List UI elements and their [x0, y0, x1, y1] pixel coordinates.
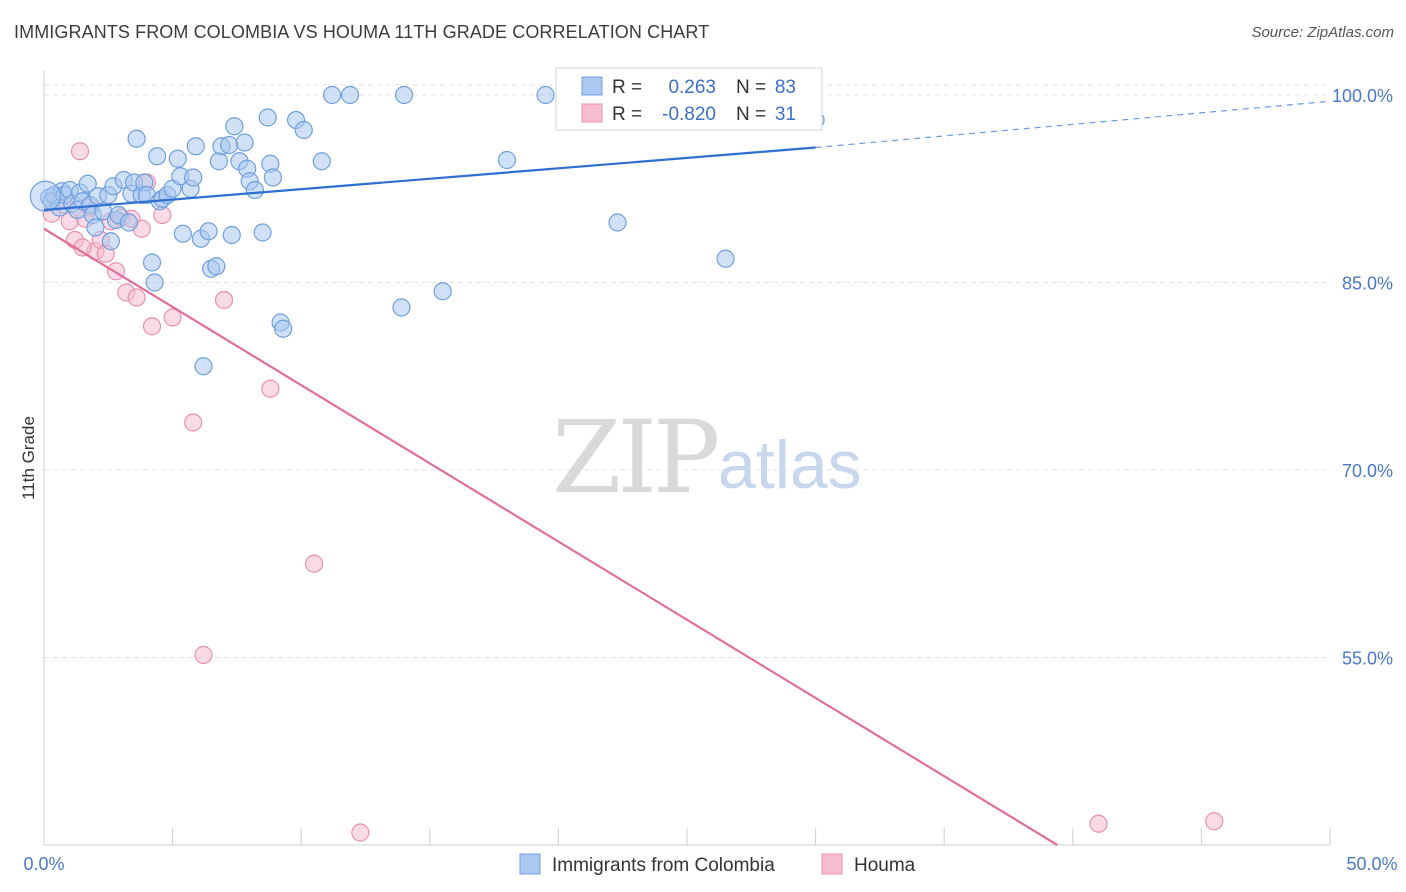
stats-blue-n-value: 83: [775, 77, 796, 98]
stats-pink-n-label: N =: [736, 104, 766, 125]
colombia-point: [608, 213, 627, 232]
legend-houma-label: Houma: [854, 855, 916, 876]
stats-box: R = 0.263 N = 83 R = -0.820 N = 31: [555, 67, 823, 131]
houma-point: [127, 288, 146, 307]
colombia-point: [392, 298, 411, 317]
colombia-point: [322, 85, 342, 105]
trend-lines: [43, 100, 1331, 846]
y-tick-label: 70.0%: [1342, 461, 1393, 481]
stats-blue-swatch: [581, 76, 603, 96]
houma-point: [70, 142, 90, 161]
y-tick-labels: 55.0% 70.0% 85.0% 100.0%: [1332, 86, 1393, 669]
houma-point: [194, 645, 213, 665]
watermark-atlas: atlas: [718, 427, 862, 503]
y-tick-label: 85.0%: [1342, 274, 1393, 294]
colombia-point: [253, 223, 272, 242]
stats-blue-n-label: N =: [736, 77, 766, 98]
grid-lines: [44, 84, 1330, 658]
colombia-point: [168, 149, 187, 168]
colombia-point: [194, 357, 213, 376]
stats-pink-swatch: [581, 103, 603, 123]
chart-source: Source: ZipAtlas.com: [1251, 24, 1394, 41]
colombia-point: [145, 273, 164, 292]
legend: Immigrants from Colombia Houma: [519, 853, 916, 876]
stats-blue-r-value: 0.263: [668, 77, 716, 98]
colombia-point: [263, 168, 283, 187]
x-tick-label-max: 50.0%: [1346, 854, 1397, 874]
colombia-trend-extension: [815, 100, 1331, 149]
colombia-points: [29, 85, 825, 376]
houma-point: [1205, 812, 1224, 831]
colombia-point: [184, 168, 203, 187]
houma-point: [304, 554, 324, 573]
houma-point: [1089, 814, 1108, 833]
colombia-point: [274, 319, 293, 338]
colombia-point: [127, 129, 146, 148]
colombia-point: [209, 152, 228, 171]
houma-point: [261, 379, 280, 398]
stats-pink-r-value: -0.820: [662, 104, 716, 125]
stats-blue-r-label: R =: [612, 77, 642, 98]
houma-point: [142, 317, 162, 336]
colombia-point: [199, 222, 218, 241]
legend-colombia-label: Immigrants from Colombia: [552, 855, 775, 876]
colombia-point: [29, 180, 61, 212]
x-ticks: [43, 828, 1331, 845]
colombia-point: [340, 85, 360, 105]
stats-pink-r-label: R =: [612, 104, 642, 125]
colombia-point: [101, 232, 120, 251]
houma-point: [163, 308, 182, 327]
colombia-point: [148, 147, 167, 166]
colombia-point: [245, 180, 265, 200]
watermark: ZIP atlas: [552, 399, 862, 516]
colombia-point: [225, 117, 244, 136]
colombia-point: [497, 150, 517, 170]
colombia-point: [235, 133, 254, 152]
watermark-zip: ZIP: [552, 399, 717, 516]
legend-colombia-swatch: [519, 853, 541, 875]
y-tick-label: 55.0%: [1342, 649, 1393, 669]
houma-point: [184, 413, 203, 432]
colombia-point: [394, 85, 414, 105]
colombia-point: [716, 249, 735, 268]
colombia-point: [222, 225, 241, 245]
houma-point: [214, 290, 234, 310]
colombia-point: [207, 257, 226, 276]
colombia-point: [78, 174, 97, 193]
colombia-point: [258, 108, 277, 127]
houma-point: [351, 823, 370, 842]
y-axis-label: 11th Grade: [19, 416, 38, 500]
houma-trend-line: [43, 227, 1058, 846]
colombia-trend-line: [43, 146, 816, 212]
legend-houma-swatch: [821, 853, 843, 875]
colombia-point: [142, 253, 162, 272]
colombia-point: [86, 218, 105, 237]
colombia-point: [119, 213, 138, 232]
stats-pink-n-value: 31: [775, 104, 796, 125]
colombia-point: [312, 152, 331, 171]
chart-title: IMMIGRANTS FROM COLOMBIA VS HOUMA 11TH G…: [14, 22, 710, 42]
colombia-point: [186, 137, 205, 156]
colombia-point: [433, 282, 452, 301]
colombia-point: [294, 120, 313, 140]
colombia-point: [536, 85, 555, 105]
colombia-point: [173, 224, 192, 243]
y-tick-label: 100.0%: [1332, 86, 1393, 106]
x-tick-label-min: 0.0%: [23, 854, 64, 874]
colombia-point: [220, 135, 239, 155]
